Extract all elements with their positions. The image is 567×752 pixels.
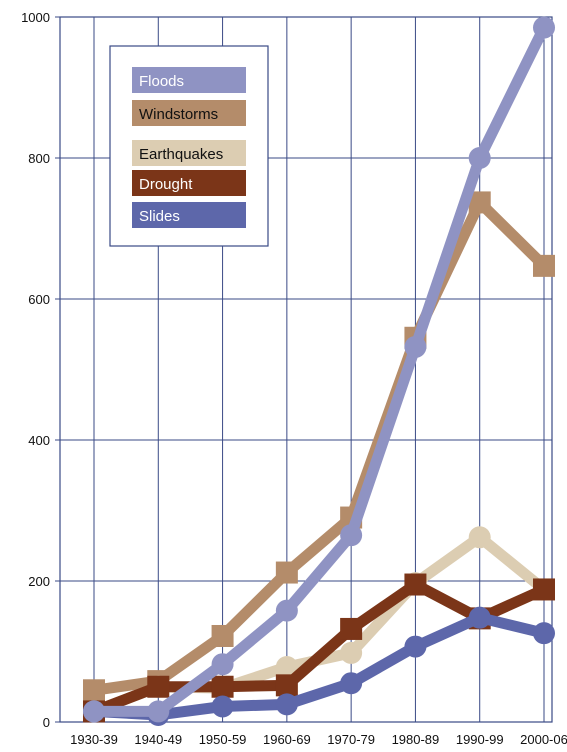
- data-point-slides: [468, 606, 491, 629]
- legend-swatch-drought: [132, 170, 246, 196]
- x-tick-label: 1960-69: [263, 732, 311, 747]
- data-point-floods: [468, 147, 491, 169]
- data-point-drought: [533, 578, 555, 601]
- data-point-windstorms: [468, 191, 491, 214]
- legend-label-windstorms: Windstorms: [139, 106, 218, 123]
- y-tick-label: 400: [28, 433, 50, 448]
- x-tick-label: 1970-79: [327, 732, 375, 747]
- legend-label-floods: Floods: [139, 73, 184, 90]
- data-point-floods: [83, 700, 105, 723]
- y-tick-label: 0: [43, 715, 50, 730]
- data-point-earthquakes: [275, 656, 298, 679]
- series-line-floods: [88, 22, 550, 717]
- legend-swatch-floods: [132, 67, 246, 93]
- data-point-drought: [340, 617, 363, 640]
- x-tick-label: 1950-59: [199, 732, 247, 747]
- series-line-slides: [88, 612, 550, 721]
- y-tick-label: 1000: [21, 10, 50, 25]
- y-tick-label: 200: [28, 574, 50, 589]
- data-point-drought: [147, 675, 170, 698]
- x-tick-label: 1940-49: [134, 732, 182, 747]
- data-point-drought: [211, 675, 234, 698]
- data-point-slides: [211, 695, 234, 718]
- data-point-slides: [275, 693, 298, 716]
- x-tick-label: 2000-06: [520, 732, 567, 747]
- x-tick-label: 1930-39: [70, 732, 118, 747]
- data-point-windstorms: [275, 561, 298, 584]
- legend-swatch-windstorms: [132, 100, 246, 126]
- x-tick-label: 1980-89: [392, 732, 440, 747]
- data-point-floods: [404, 335, 427, 358]
- data-point-slides: [533, 622, 555, 645]
- y-tick-label: 800: [28, 151, 50, 166]
- data-point-earthquakes: [340, 641, 363, 664]
- data-point-drought: [404, 573, 427, 596]
- data-point-windstorms: [211, 624, 234, 647]
- data-point-floods: [275, 599, 298, 622]
- data-point-slides: [340, 672, 363, 695]
- data-point-floods: [147, 700, 170, 723]
- data-point-floods: [211, 653, 234, 676]
- x-tick-label: 1990-99: [456, 732, 504, 747]
- legend: Floods Windstorms Earthquakes Drought Slides: [109, 45, 269, 247]
- data-point-windstorms: [83, 679, 105, 702]
- data-point-slides: [404, 635, 427, 658]
- plot-area: [83, 16, 555, 726]
- data-point-floods: [533, 16, 555, 39]
- legend-label-drought: Drought: [139, 176, 193, 193]
- data-point-floods: [340, 524, 363, 547]
- y-axis: 0 200 400 600 800 1000: [21, 10, 60, 730]
- legend-swatch-slides: [132, 202, 246, 228]
- data-point-earthquakes: [468, 526, 491, 549]
- data-point-windstorms: [533, 254, 555, 277]
- x-axis: 1930-39 1940-49 1950-59 1960-69 1970-79 1980-…: [70, 732, 567, 747]
- legend-label-earthquakes: Earthquakes: [139, 146, 223, 163]
- legend-swatch-earthquakes: [132, 140, 246, 166]
- y-tick-label: 600: [28, 292, 50, 307]
- legend-label-slides: Slides: [139, 208, 180, 225]
- data-point-drought: [275, 674, 298, 697]
